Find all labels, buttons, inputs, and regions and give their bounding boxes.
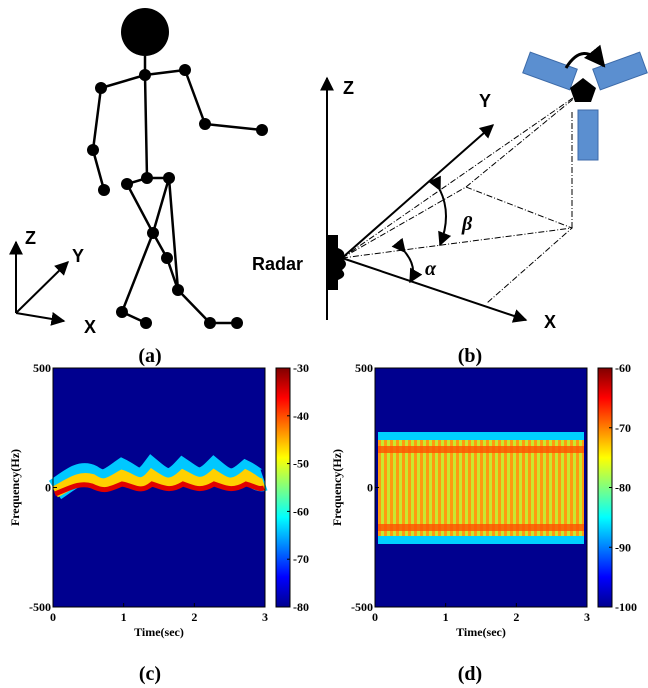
y-tick-label: 500 <box>355 361 373 375</box>
y-tick-label: 500 <box>33 361 51 375</box>
colorbar-tick-label: -100 <box>615 600 637 614</box>
radar-geometry: Z Y X Radar β α <box>252 52 647 332</box>
colorbar-tick-label: -90 <box>615 540 631 554</box>
axis-y: Y <box>72 246 84 266</box>
axis-z: Z <box>25 228 36 248</box>
caption: (c) <box>139 663 161 685</box>
colorbar-tick-label: -60 <box>293 504 309 518</box>
colorbar-tick-label: -50 <box>293 457 309 471</box>
caption: (a) <box>138 345 161 367</box>
axis-z: Z <box>343 78 354 98</box>
caption: (b) <box>458 345 482 367</box>
y-tick-label: -500 <box>351 600 373 614</box>
colorbar-tick-label: -70 <box>293 552 309 566</box>
x-tick-label: 1 <box>121 610 127 624</box>
spectrogram-d <box>375 368 587 607</box>
x-tick-label: 3 <box>584 610 590 624</box>
colorbar-tick-label: -70 <box>615 421 631 435</box>
colorbar-tick-label: -60 <box>615 361 631 375</box>
colorbar-tick-label: -80 <box>615 481 631 495</box>
beta-label: β <box>461 213 473 235</box>
colorbar-tick-label: -30 <box>293 361 309 375</box>
colorbar <box>276 368 290 607</box>
x-tick-label: 2 <box>191 610 197 624</box>
y-tick-label: 0 <box>45 481 51 495</box>
y-axis-label: Frequency(Hz) <box>330 449 344 526</box>
alpha-label: α <box>425 258 437 280</box>
stick-figure <box>87 8 268 329</box>
axes-a: Z Y X <box>16 228 96 337</box>
y-axis-label: Frequency(Hz) <box>8 449 22 526</box>
x-axis-label: Time(sec) <box>456 625 506 639</box>
spectrogram-c <box>53 368 265 607</box>
colorbar-tick-label: -40 <box>293 409 309 423</box>
x-tick-label: 1 <box>443 610 449 624</box>
axis-x: X <box>544 312 556 332</box>
colorbar-tick-label: -80 <box>293 600 309 614</box>
x-tick-label: 3 <box>262 610 268 624</box>
axis-y: Y <box>479 91 491 111</box>
radar-label: Radar <box>252 254 303 274</box>
x-tick-label: 2 <box>513 610 519 624</box>
y-tick-label: 0 <box>367 481 373 495</box>
y-tick-label: -500 <box>29 600 51 614</box>
x-axis-label: Time(sec) <box>134 625 184 639</box>
figure: Z Y X (a) Z Y X Radar β α (b) 0 1 2 3 -500 0 5… <box>0 0 648 688</box>
axis-x: X <box>84 317 96 337</box>
caption: (d) <box>458 663 482 685</box>
